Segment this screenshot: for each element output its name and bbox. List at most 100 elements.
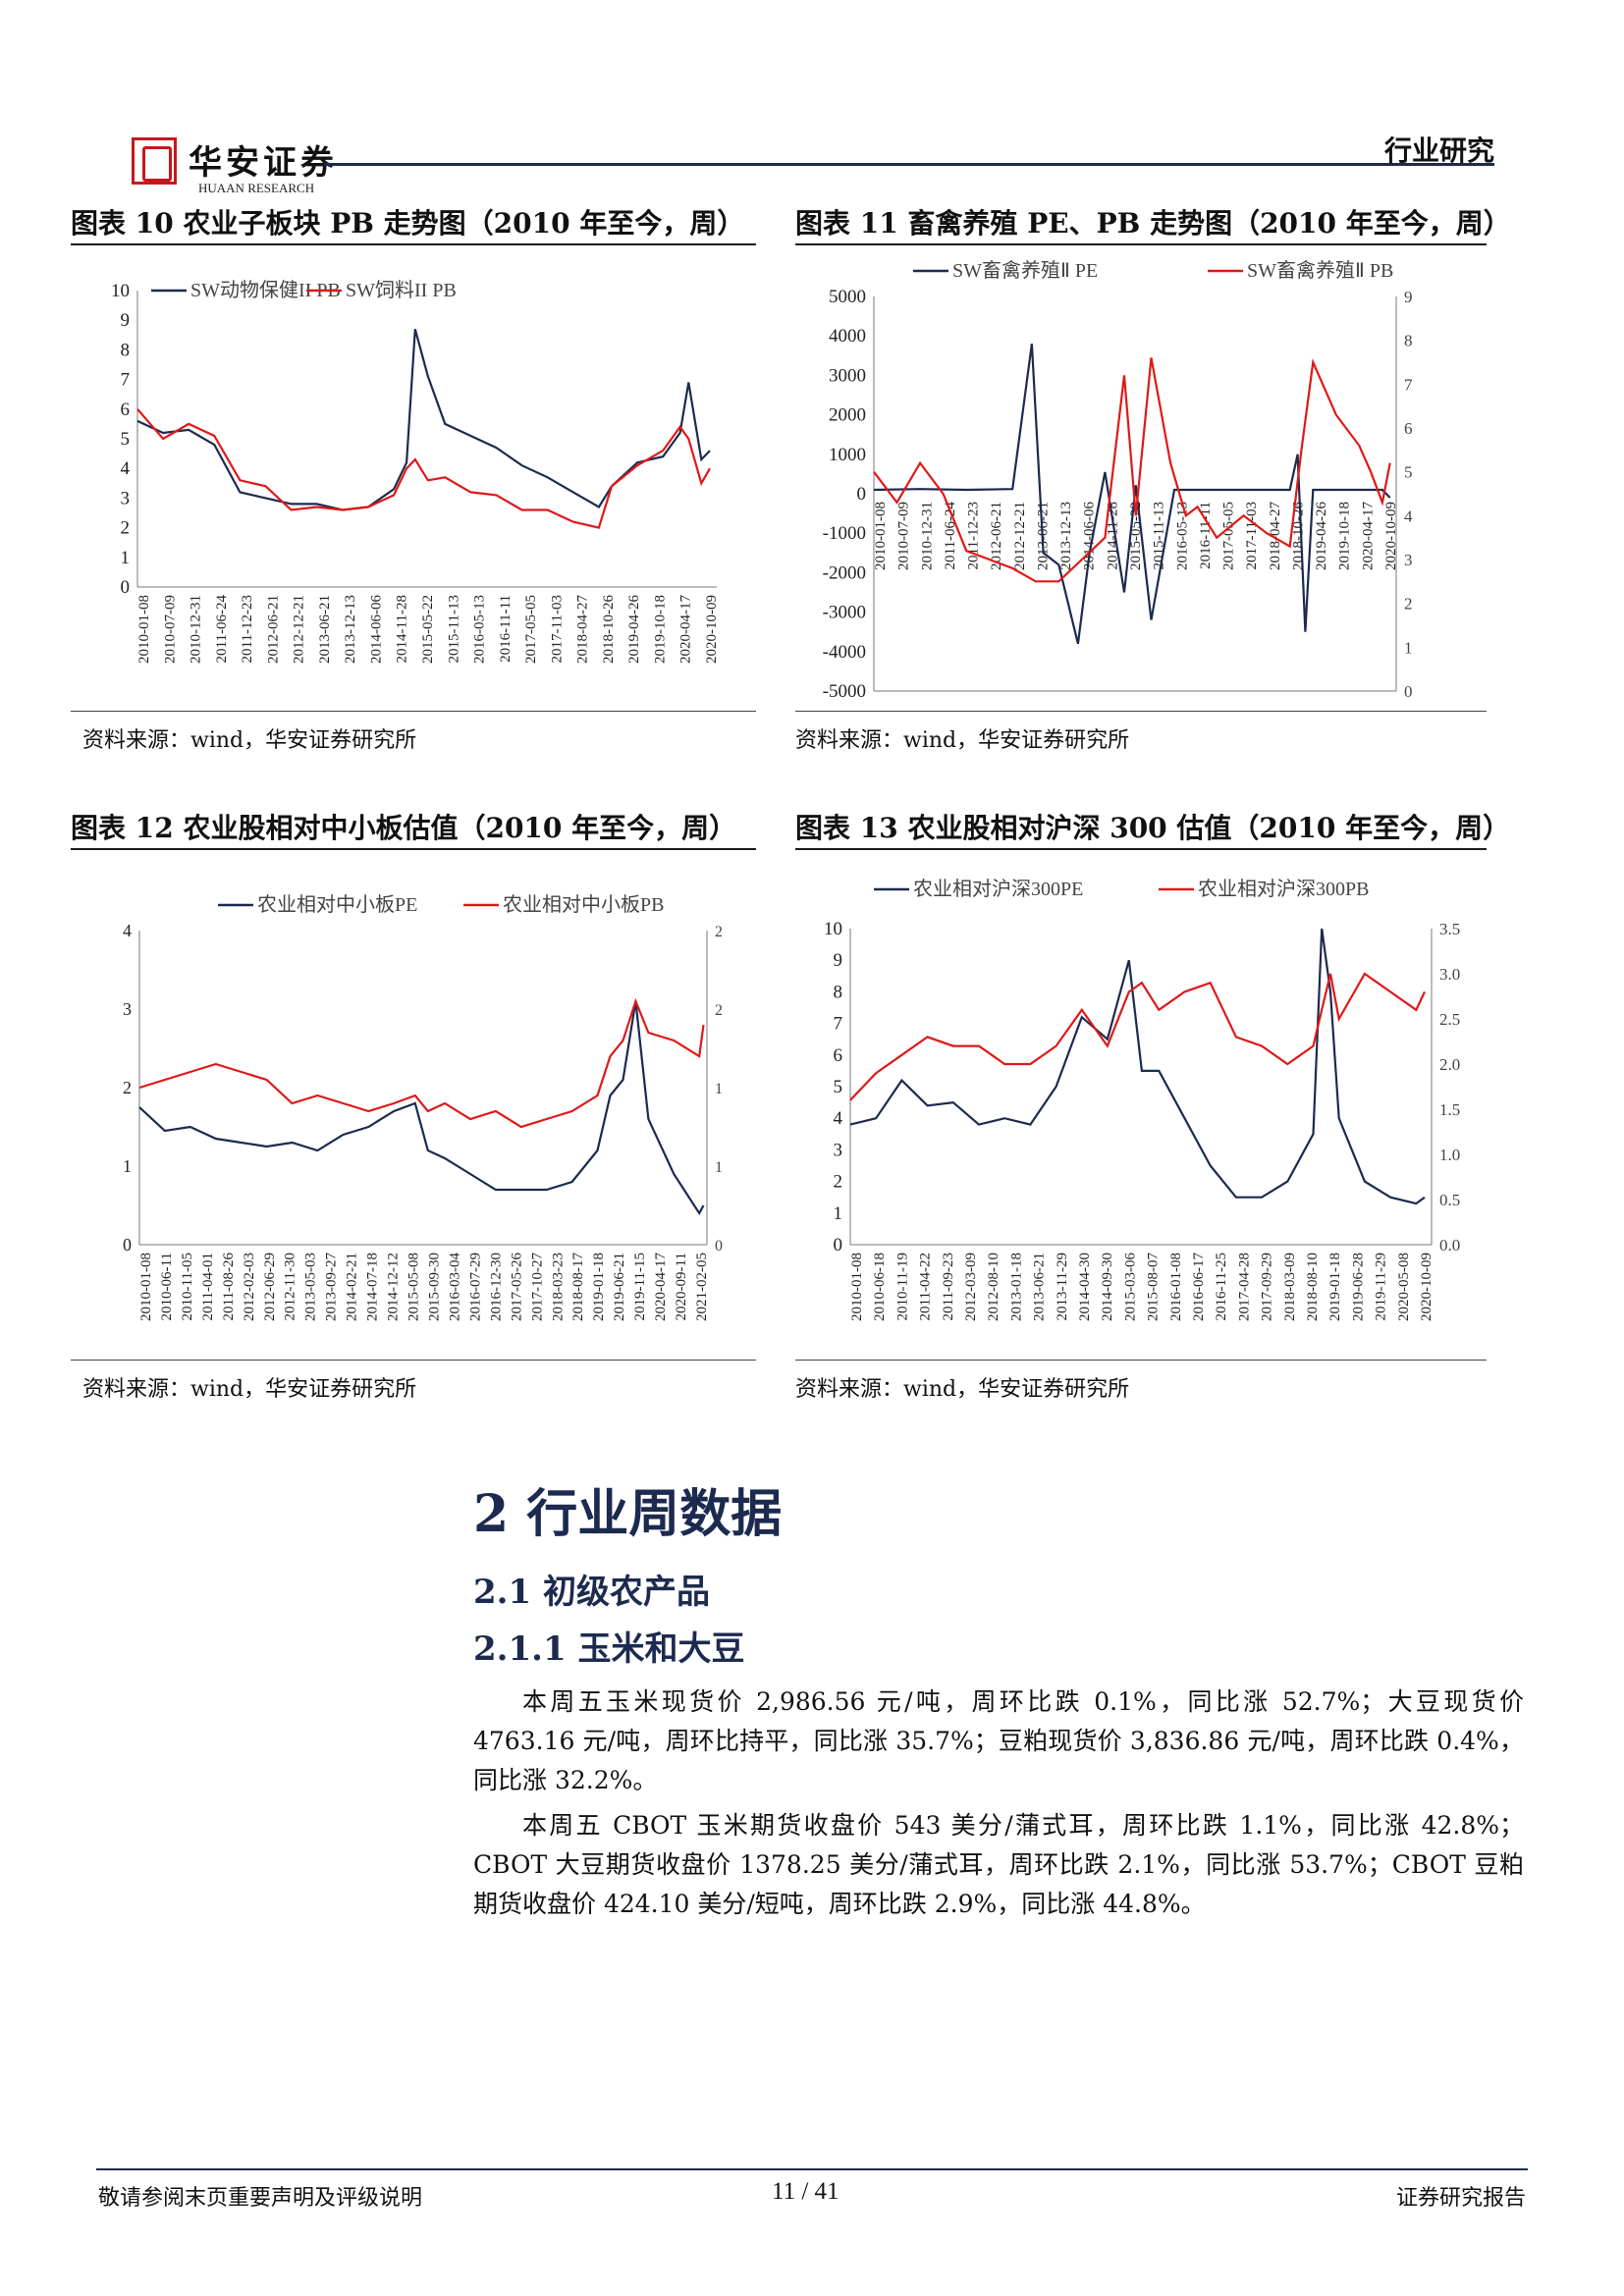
y-tick-label: 1 xyxy=(834,1203,843,1224)
chart-source: 资料来源：wind，华安证券研究所 xyxy=(82,1377,417,1402)
x-tick-label: 2016-05-13 xyxy=(472,595,488,664)
x-tick-label: 2018-04-27 xyxy=(1268,502,1283,570)
y-tick-label: 2 xyxy=(834,1172,843,1193)
chart-bottom-rule xyxy=(795,711,1487,712)
y-tick-label-right: 3.5 xyxy=(1439,920,1460,938)
x-tick-label: 2011-12-23 xyxy=(966,502,982,569)
y-tick-label-right: 0 xyxy=(1404,682,1413,701)
x-tick-label: 2015-05-08 xyxy=(406,1253,422,1321)
x-tick-label: 2015-03-06 xyxy=(1122,1253,1138,1321)
y-tick-label: 5 xyxy=(834,1077,843,1097)
footer-disclaimer: 敬请参阅末页重要声明及评级说明 xyxy=(98,2186,423,2211)
legend-label: SW动物保健II PB xyxy=(190,279,341,301)
y-tick-label-right: 0.5 xyxy=(1439,1191,1460,1209)
chart-top-rule xyxy=(795,848,1487,850)
x-tick-label: 2010-01-08 xyxy=(873,502,889,570)
y-tick-label: 3 xyxy=(834,1140,843,1160)
x-tick-label: 2017-09-29 xyxy=(1260,1253,1275,1321)
x-tick-label: 2015-05-22 xyxy=(420,595,436,664)
paragraph: 本周五 CBOT 玉米期货收盘价 543 美分/蒲式耳，周环比跌 1.1%，同比… xyxy=(473,1811,1524,1918)
y-tick-label: -5000 xyxy=(823,681,866,702)
y-tick-label: 4 xyxy=(834,1108,843,1129)
y-tick-label: 0 xyxy=(123,1235,132,1255)
x-tick-label: 2012-06-21 xyxy=(265,595,281,664)
x-tick-label: 2013-11-29 xyxy=(1055,1253,1070,1320)
y-tick-label: 10 xyxy=(824,919,842,939)
x-tick-label: 2019-11-15 xyxy=(632,1253,648,1320)
x-tick-label: 2016-01-08 xyxy=(1168,1253,1184,1321)
x-tick-label: 2019-04-26 xyxy=(626,595,642,664)
logo-subtitle: HUAAN RESEARCH xyxy=(198,181,315,195)
y-tick-label: 2000 xyxy=(829,405,866,426)
x-tick-label: 2014-06-06 xyxy=(1082,502,1098,570)
series-line xyxy=(138,1000,705,1216)
paragraph: 本周五玉米现货价 2,986.56 元/吨，周环比跌 0.1%，同比涨 52.7… xyxy=(473,1687,1524,1794)
x-tick-label: 2015-09-30 xyxy=(426,1253,442,1321)
x-tick-label: 2014-07-18 xyxy=(365,1253,381,1321)
x-tick-label: 2018-08-10 xyxy=(1305,1253,1321,1321)
y-tick-label-right: 1 xyxy=(715,1081,723,1097)
chart-bottom-rule xyxy=(71,711,756,712)
x-tick-label: 2019-06-28 xyxy=(1350,1253,1366,1321)
y-tick-label: 4000 xyxy=(829,326,866,347)
subsection-heading: 2.1 初级农产品 xyxy=(473,1573,710,1612)
y-tick-label-right: 3 xyxy=(1404,551,1413,569)
y-tick-label-right: 4 xyxy=(1404,507,1413,525)
y-tick-label: -2000 xyxy=(823,562,866,583)
x-tick-label: 2012-08-10 xyxy=(986,1253,1001,1321)
footer-label: 证券研究报告 xyxy=(1395,2186,1526,2211)
x-tick-label: 2020-04-17 xyxy=(678,595,694,664)
x-tick-label: 2010-01-08 xyxy=(138,1253,154,1321)
chart-source: 资料来源：wind，华安证券研究所 xyxy=(795,728,1130,753)
footer-rule xyxy=(96,2168,1528,2170)
series-line xyxy=(849,928,1426,1205)
x-tick-label: 2018-10-26 xyxy=(1290,502,1306,570)
legend-label: 农业相对中小板PB xyxy=(503,893,664,916)
x-tick-label: 2010-12-31 xyxy=(189,595,204,664)
chart-12: 4 3 2 1 0 2 2 1 1 0 2010-01-08 2010-06-11 2010-11-05… xyxy=(123,893,723,1321)
y-tick-label: 9 xyxy=(834,950,843,971)
x-tick-label: 2017-10-27 xyxy=(529,1253,545,1321)
x-tick-label: 2019-10-18 xyxy=(652,595,668,664)
x-tick-label: 2013-06-21 xyxy=(317,595,333,664)
x-tick-label: 2014-12-12 xyxy=(386,1253,402,1321)
x-tick-label: 2011-12-23 xyxy=(240,595,255,663)
x-tick-label: 2010-11-19 xyxy=(894,1253,910,1320)
x-tick-label: 2013-12-13 xyxy=(1058,502,1074,570)
legend-label: 农业相对中小板PE xyxy=(257,893,417,916)
x-tick-label: 2014-04-30 xyxy=(1077,1253,1093,1321)
x-tick-label: 2016-05-13 xyxy=(1174,502,1190,570)
y-tick-label-right: 7 xyxy=(1404,375,1413,394)
y-tick-label: 8 xyxy=(121,340,131,360)
x-tick-label: 2017-05-05 xyxy=(523,595,539,664)
legend-label: SW饲料II PB xyxy=(346,279,457,301)
x-tick-label: 2021-02-05 xyxy=(694,1253,710,1321)
series-line xyxy=(873,357,1391,583)
x-tick-label: 2013-05-03 xyxy=(303,1253,319,1321)
y-tick-label: 2 xyxy=(121,518,131,539)
y-tick-label: 9 xyxy=(121,310,131,331)
y-tick-label-right: 0.0 xyxy=(1439,1236,1460,1255)
x-tick-label: 2016-07-29 xyxy=(467,1253,483,1321)
x-tick-label: 2010-01-08 xyxy=(849,1253,865,1321)
y-tick-label-right: 1 xyxy=(715,1159,723,1176)
x-tick-label: 2018-04-27 xyxy=(575,595,591,664)
x-tick-label: 2020-05-08 xyxy=(1396,1253,1412,1321)
chart-11: 5000 4000 3000 2000 1000 0 -1000 -2000 -3000 -400… xyxy=(823,259,1413,702)
x-tick-label: 2010-06-18 xyxy=(872,1253,888,1321)
x-tick-label: 2019-11-29 xyxy=(1374,1253,1389,1320)
y-tick-label-right: 0 xyxy=(715,1238,723,1255)
x-tick-label: 2012-12-21 xyxy=(292,595,307,664)
y-tick-label-right: 2 xyxy=(1404,595,1413,614)
chart-bottom-rule xyxy=(71,1360,756,1361)
x-tick-label: 2016-11-25 xyxy=(1214,1253,1229,1320)
x-tick-label: 2010-06-11 xyxy=(159,1253,175,1320)
y-tick-label: 4 xyxy=(123,921,132,940)
x-tick-label: 2012-06-29 xyxy=(262,1253,278,1321)
y-tick-label: -3000 xyxy=(823,603,866,623)
x-tick-label: 2011-04-22 xyxy=(918,1253,934,1320)
y-tick-label: 10 xyxy=(111,281,130,301)
x-tick-label: 2019-04-26 xyxy=(1314,502,1329,570)
x-tick-label: 2016-11-11 xyxy=(1198,502,1214,569)
